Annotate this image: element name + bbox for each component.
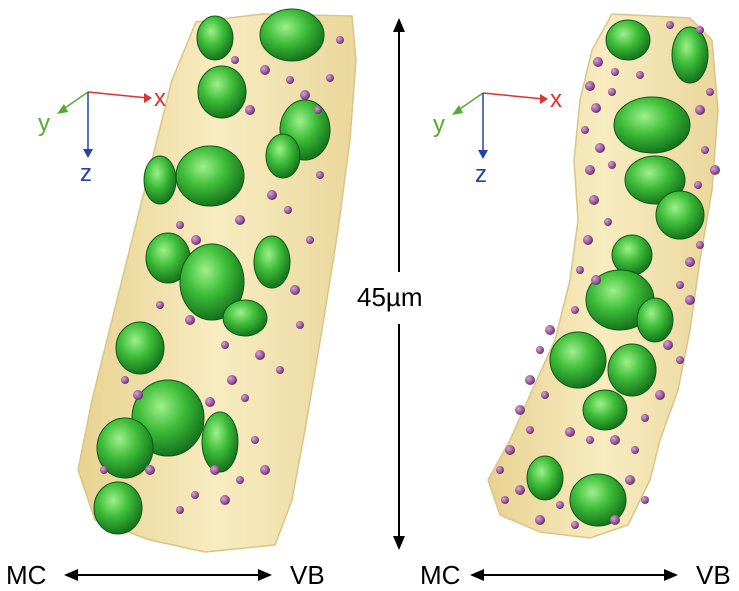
chloroplast [605, 19, 651, 61]
axis-z-arrowhead [83, 149, 93, 158]
left-cell-render [77, 8, 357, 553]
chloroplast [607, 343, 657, 397]
chloroplast [582, 389, 628, 431]
right-axis-z-label: z [475, 161, 487, 188]
chloroplast [179, 243, 245, 321]
axis-z-arrowhead [478, 150, 488, 159]
chloroplast [259, 8, 325, 62]
right-mc-vb-arrow [470, 569, 678, 581]
chloroplast [175, 145, 245, 207]
chloroplast [671, 26, 709, 84]
chloroplast [197, 65, 247, 119]
right-axis-y-label: y [433, 111, 445, 138]
chloroplast [196, 15, 234, 61]
chloroplast [526, 455, 564, 501]
right-particles [496, 21, 720, 529]
chloroplast [143, 155, 177, 205]
chloroplast [96, 417, 154, 479]
chloroplast [265, 133, 301, 179]
axis-y-arrowhead [57, 104, 68, 114]
chloroplast [611, 234, 653, 276]
axis-x-arrowhead [540, 94, 548, 104]
chloroplast [569, 473, 627, 527]
axis-y-arrowhead [452, 105, 463, 115]
left-chloroplasts [93, 8, 331, 535]
chloroplast [655, 190, 705, 240]
chloroplast [613, 96, 691, 154]
right-axis-triad [452, 92, 548, 159]
chloroplast [636, 297, 674, 343]
right-axis-x-label: x [550, 86, 562, 113]
axis-x-line [482, 92, 545, 100]
right-chloroplasts [526, 19, 709, 527]
axis-y-line [61, 91, 89, 111]
chloroplast [624, 155, 686, 205]
left-axis-y-label: y [38, 110, 50, 137]
left-mc-vb-arrow [64, 569, 272, 581]
axis-x-arrowhead [144, 93, 152, 103]
axis-y-line [456, 92, 484, 112]
left-particles [100, 36, 344, 514]
chloroplast [93, 481, 143, 535]
chloroplast [549, 331, 607, 389]
chloroplast [222, 299, 268, 337]
left-axis-triad [57, 91, 152, 158]
axis-x-line [87, 91, 149, 99]
right-cell-render [487, 13, 720, 539]
scale-bar [393, 18, 405, 550]
chloroplast [115, 321, 165, 375]
right-mc-label: MC [420, 560, 461, 590]
left-vb-label: VB [290, 560, 325, 590]
right-vb-label: VB [696, 560, 731, 590]
left-axis-z-label: z [80, 160, 92, 187]
left-axis-x-label: x [154, 85, 166, 112]
chloroplast [201, 411, 239, 473]
chloroplast [253, 235, 291, 289]
scale-bar-label: 45µm [357, 282, 423, 312]
left-mc-label: MC [6, 560, 47, 590]
